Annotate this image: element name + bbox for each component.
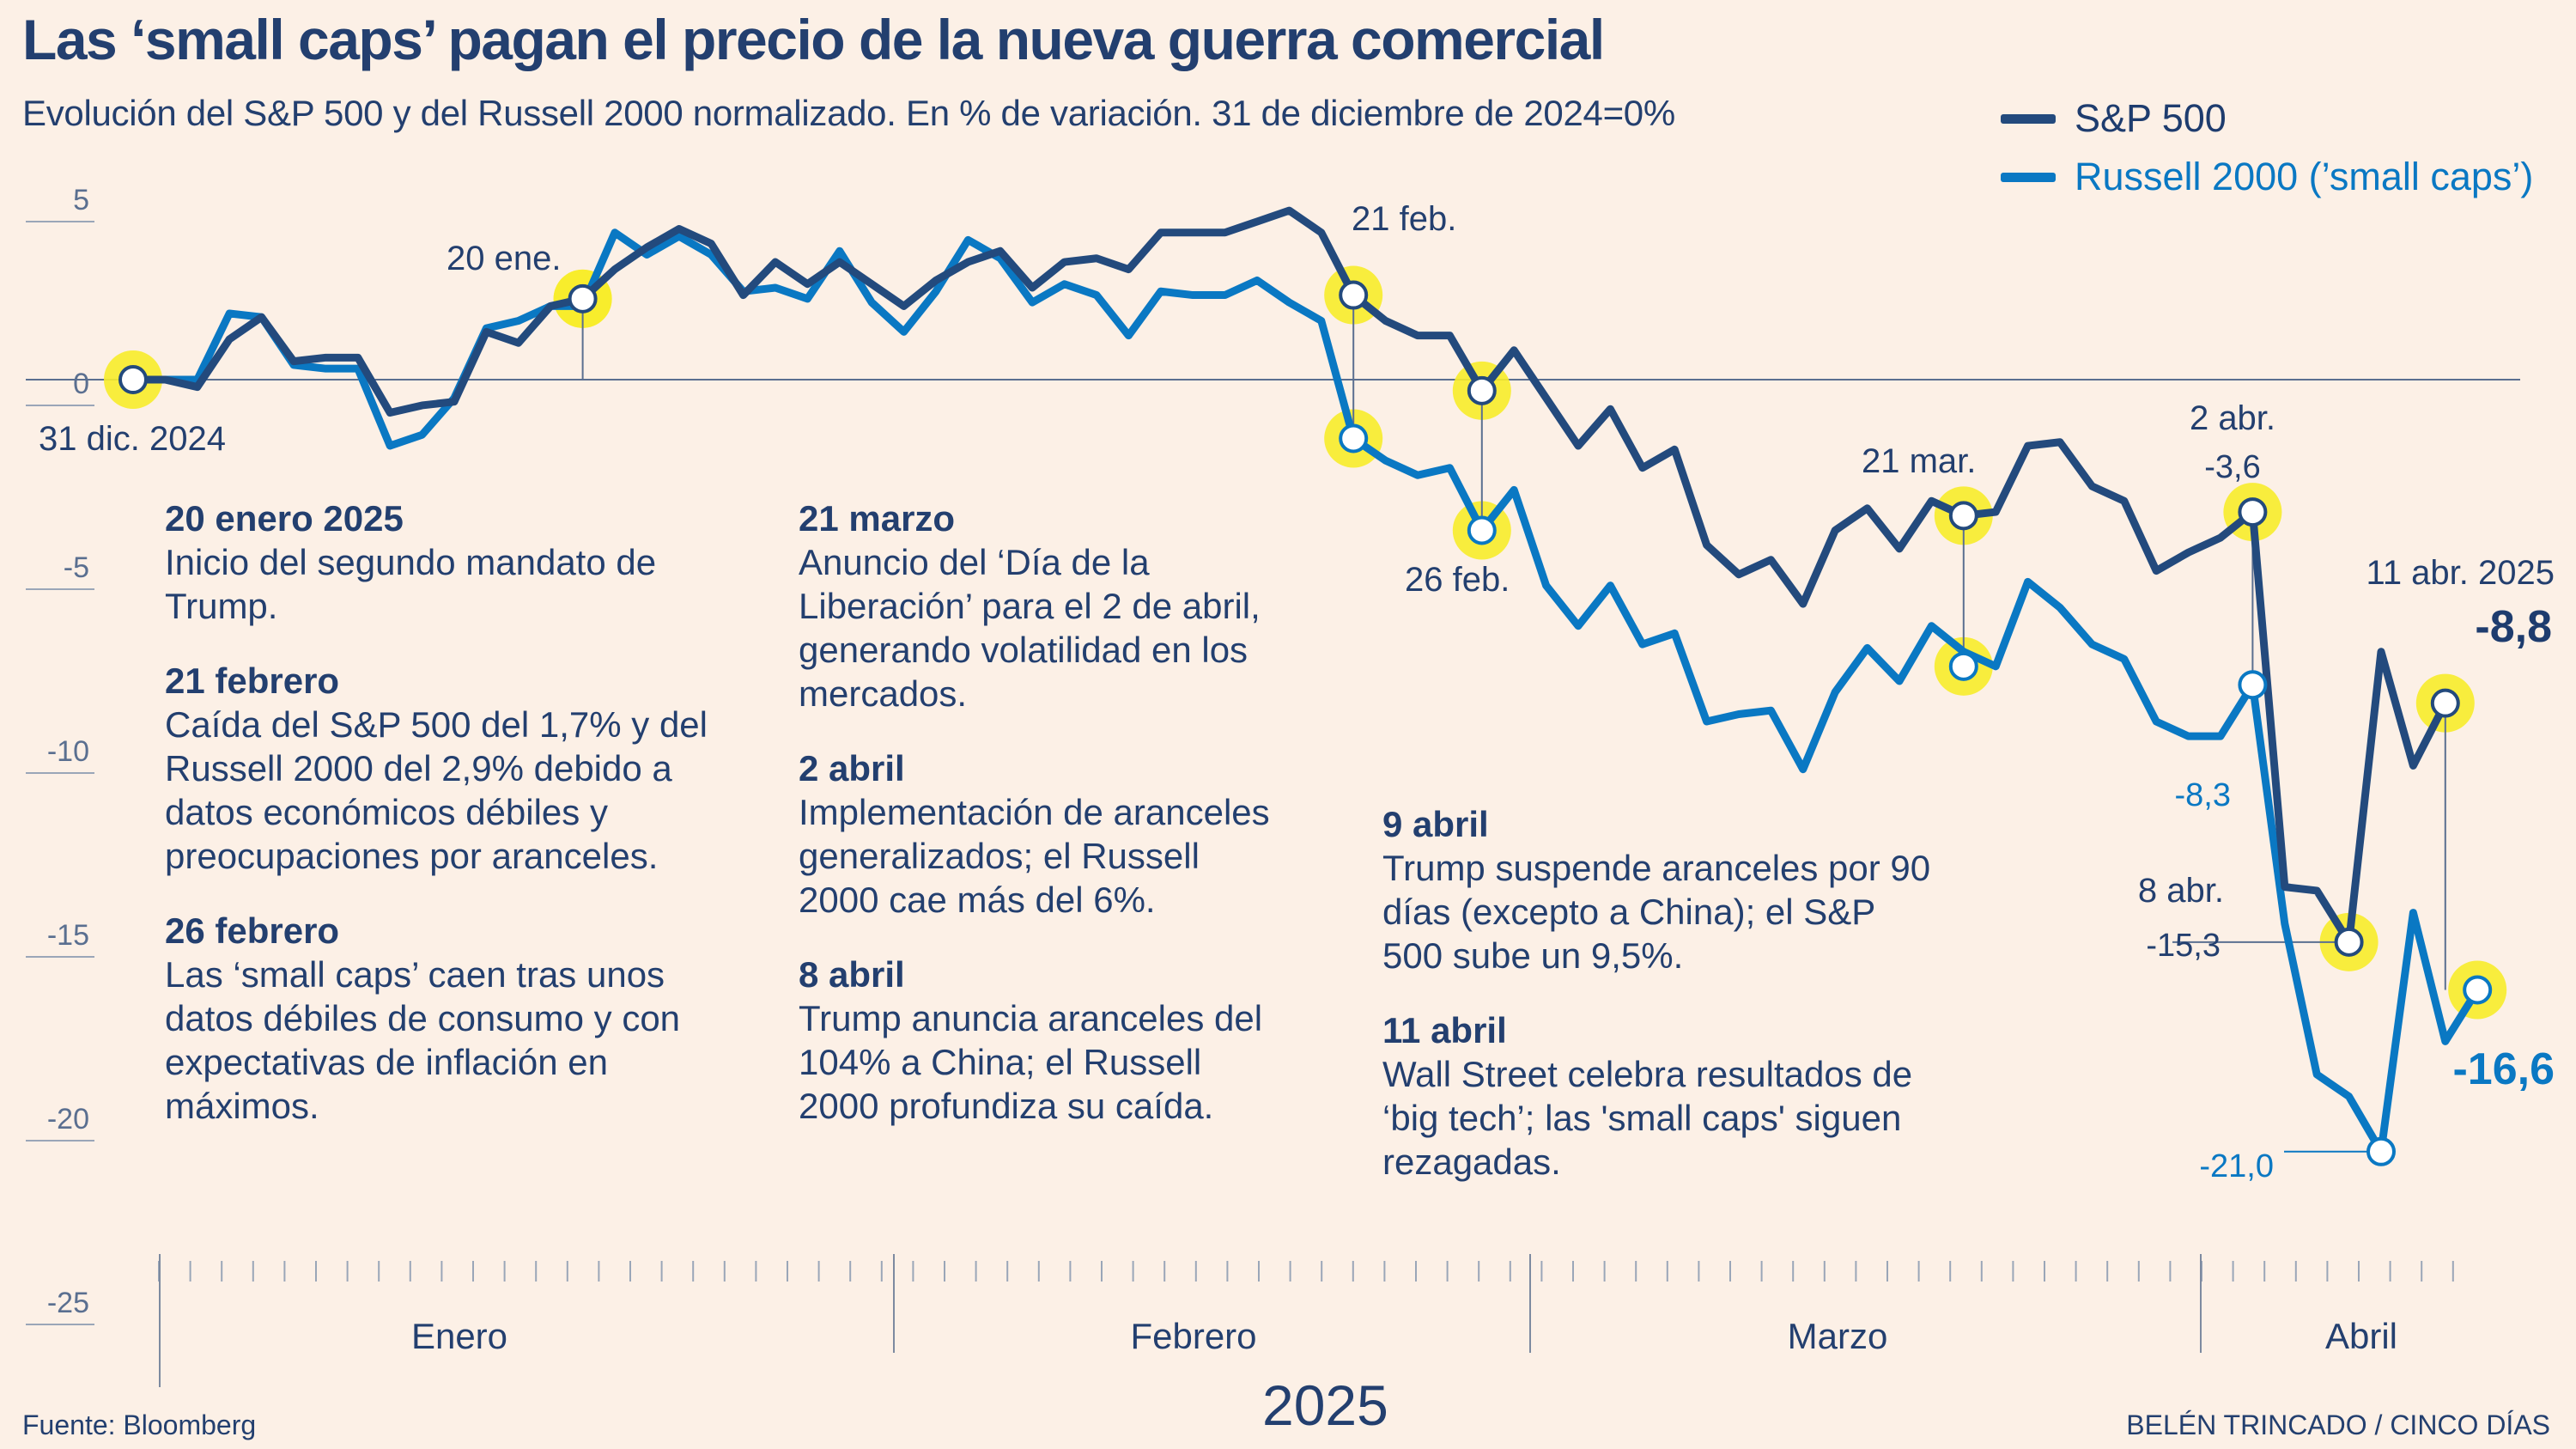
annotations-middle: 21 marzo Anuncio del ‘Día de la Liberaci… — [799, 496, 1288, 1159]
marker-dot-russell — [2463, 975, 2493, 1005]
marker-dot-russell — [1948, 651, 1978, 681]
annotation-21-febrero: 21 febrero Caída del S&P 500 del 1,7% y … — [165, 659, 714, 878]
credit-note: BELÉN TRINCADO / CINCO DÍAS — [2126, 1409, 2550, 1440]
annotation-9-abril: 9 abril Trump suspende aranceles por 90 … — [1382, 802, 1932, 977]
x-month-label: Febrero — [1130, 1316, 1256, 1356]
y-tick-label: -25 — [47, 1287, 89, 1319]
date-label: 31 dic. 2024 — [39, 420, 226, 458]
marker-dot-russell — [1339, 423, 1369, 454]
annotation-text: Anuncio del ‘Día de la Liberación’ para … — [799, 542, 1261, 714]
date-label: 2 abr. — [2190, 399, 2275, 437]
annotations-left: 20 enero 2025 Inicio del segundo mandato… — [165, 496, 714, 1159]
legend-item-sp500: S&P 500 — [2001, 89, 2533, 148]
marker-dot-sp500 — [1467, 375, 1497, 405]
date-label: 11 abr. 2025 — [2366, 554, 2555, 592]
source-note: Fuente: Bloomberg — [22, 1409, 257, 1440]
annotation-11-abril: 11 abril Wall Street celebra resultados … — [1382, 1008, 1932, 1184]
marker-dot-sp500 — [1948, 501, 1978, 531]
date-label: 8 abr. — [2138, 872, 2224, 910]
value-label-sp500: -15,3 — [2146, 928, 2221, 964]
annotation-2-abril: 2 abril Implementación de aranceles gene… — [799, 746, 1288, 922]
annotation-title: 9 abril — [1382, 804, 1489, 844]
y-tick-label: 0 — [73, 368, 89, 400]
annotation-26-febrero: 26 febrero Las ‘small caps’ caen tras un… — [165, 909, 714, 1128]
chart-subtitle: Evolución del S&P 500 y del Russell 2000… — [22, 93, 1675, 133]
annotation-8-abril: 8 abril Trump anuncia aranceles del 104%… — [799, 953, 1288, 1128]
annotation-title: 26 febrero — [165, 910, 340, 951]
date-label: 20 ene. — [447, 240, 561, 277]
annotation-title: 11 abril — [1382, 1010, 1507, 1050]
y-tick-label: -15 — [47, 919, 89, 952]
annotation-21-marzo: 21 marzo Anuncio del ‘Día de la Liberaci… — [799, 496, 1288, 715]
marker-dot-sp500 — [118, 365, 148, 394]
annotation-text: Inicio del segundo mandato de Trump. — [165, 542, 657, 626]
date-label: 21 mar. — [1862, 442, 1976, 480]
annotation-title: 2 abril — [799, 748, 905, 788]
chart-title: Las ‘small caps’ pagan el precio de la n… — [22, 8, 1605, 71]
series-line-russell2000 — [129, 228, 2482, 1156]
value-label-sp500-final: -8,8 — [2475, 602, 2552, 652]
marker-dot-russell — [2366, 1136, 2396, 1166]
annotation-title: 21 marzo — [799, 498, 956, 539]
marker-dot-sp500 — [2238, 497, 2268, 527]
annotation-text: Wall Street celebra resultados de ‘big t… — [1382, 1054, 1913, 1182]
marker-dot-sp500 — [1339, 280, 1369, 310]
annotation-title: 21 febrero — [165, 661, 340, 701]
annotation-text: Implementación de aranceles generalizado… — [799, 792, 1270, 920]
value-label-russell: -8,3 — [2175, 777, 2231, 813]
legend-label-russell: Russell 2000 (’small caps’) — [2075, 155, 2534, 198]
y-tick-label: -20 — [47, 1103, 89, 1135]
date-label: 26 feb. — [1405, 561, 1510, 599]
marker-dot-sp500 — [2334, 927, 2364, 957]
value-label-sp500: -3,6 — [2204, 449, 2260, 485]
legend-label-sp500: S&P 500 — [2075, 96, 2227, 140]
legend-item-russell: Russell 2000 (’small caps’) — [2001, 148, 2533, 206]
marker-dot-russell — [1467, 515, 1497, 545]
y-tick-label: -10 — [47, 735, 89, 768]
date-label: 21 feb. — [1352, 200, 1456, 238]
annotation-text: Trump anuncia aranceles del 104% a China… — [799, 998, 1263, 1126]
annotation-text: Caída del S&P 500 del 1,7% y del Russell… — [165, 704, 708, 876]
y-tick-label: 5 — [73, 184, 89, 216]
series-line-sp500 — [129, 206, 2450, 947]
y-tick-label: -5 — [64, 551, 89, 584]
value-label-russell-final: -16,6 — [2452, 1044, 2555, 1094]
marker-dot-russell — [2238, 670, 2268, 700]
annotations-right: 9 abril Trump suspende aranceles por 90 … — [1382, 802, 1932, 1215]
x-month-label: Abril — [2325, 1316, 2397, 1356]
legend-swatch-russell — [2001, 172, 2056, 182]
x-month-label: Enero — [411, 1316, 507, 1356]
annotation-text: Las ‘small caps’ caen tras unos datos dé… — [165, 954, 681, 1126]
annotation-text: Trump suspende aranceles por 90 días (ex… — [1382, 848, 1931, 976]
marker-dot-sp500 — [2430, 688, 2460, 718]
legend: S&P 500 Russell 2000 (’small caps’) — [2001, 89, 2533, 206]
x-month-label: Marzo — [1788, 1316, 1888, 1356]
legend-swatch-sp500 — [2001, 113, 2056, 124]
annotation-title: 20 enero 2025 — [165, 498, 404, 539]
annotation-20-enero: 20 enero 2025 Inicio del segundo mandato… — [165, 496, 714, 628]
year-label: 2025 — [1262, 1373, 1388, 1437]
marker-dot-sp500 — [568, 283, 598, 314]
annotation-title: 8 abril — [799, 954, 905, 995]
value-label-russell: -21,0 — [2199, 1148, 2274, 1184]
